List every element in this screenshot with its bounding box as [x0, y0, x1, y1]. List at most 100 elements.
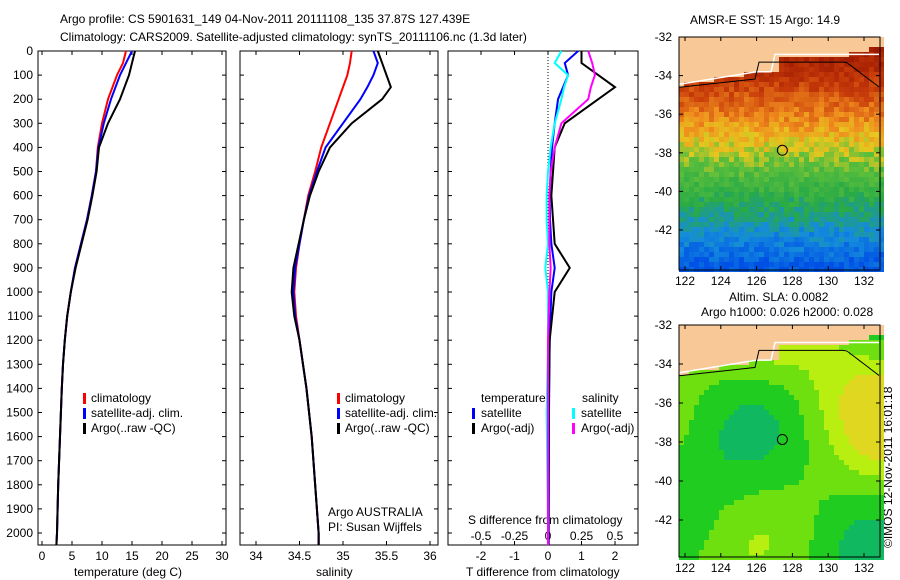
- map-cell: [829, 495, 834, 500]
- map-cell: [714, 360, 719, 365]
- map-cell: [684, 370, 689, 375]
- map-cell: [794, 515, 799, 520]
- map-cell: [864, 42, 869, 47]
- map-cell: [699, 395, 704, 400]
- map-cell: [879, 102, 884, 107]
- lat-tick-label: -32: [655, 30, 673, 44]
- map-cell: [879, 227, 884, 232]
- map-cell: [819, 72, 824, 77]
- map-cell: [869, 450, 874, 455]
- map-cell: [829, 355, 834, 360]
- map-cell: [729, 375, 734, 380]
- map-cell: [714, 87, 719, 92]
- map-cell: [729, 535, 734, 540]
- map-cell: [824, 360, 829, 365]
- map-cell: [774, 242, 779, 247]
- map-cell: [734, 227, 739, 232]
- map-cell: [699, 237, 704, 242]
- map-cell: [879, 217, 884, 222]
- map-cell: [874, 345, 879, 350]
- map-cell: [684, 385, 689, 390]
- map-cell: [709, 207, 714, 212]
- map-cell: [709, 187, 714, 192]
- map-cell: [839, 247, 844, 252]
- map-cell: [779, 505, 784, 510]
- map-cell: [744, 47, 749, 52]
- map-cell: [844, 122, 849, 127]
- map-cell: [744, 147, 749, 152]
- map-cell: [784, 360, 789, 365]
- map-cell: [684, 545, 689, 550]
- map-cell: [879, 177, 884, 182]
- map-cell: [769, 127, 774, 132]
- map-cell: [779, 455, 784, 460]
- map-cell: [859, 77, 864, 82]
- map-cell: [744, 232, 749, 237]
- map-cell: [844, 475, 849, 480]
- map-cell: [779, 127, 784, 132]
- map-cell: [704, 117, 709, 122]
- map-cell: [749, 350, 754, 355]
- map-cell: [874, 405, 879, 410]
- map-cell: [709, 147, 714, 152]
- map-cell: [709, 355, 714, 360]
- map-cell: [799, 262, 804, 267]
- map-cell: [724, 455, 729, 460]
- map-cell: [829, 122, 834, 127]
- map-cell: [734, 340, 739, 345]
- map-cell: [744, 132, 749, 137]
- map-cell: [679, 137, 684, 142]
- map-cell: [874, 475, 879, 480]
- map-cell: [854, 550, 859, 555]
- map-cell: [789, 530, 794, 535]
- map-cell: [704, 335, 709, 340]
- map-cell: [684, 515, 689, 520]
- map-cell: [874, 415, 879, 420]
- map-cell: [749, 515, 754, 520]
- map-cell: [754, 355, 759, 360]
- map-cell: [794, 212, 799, 217]
- map-cell: [774, 445, 779, 450]
- map-cell: [859, 122, 864, 127]
- map-cell: [864, 450, 869, 455]
- map-cell: [704, 440, 709, 445]
- map-cell: [714, 127, 719, 132]
- map-cell: [744, 222, 749, 227]
- map-cell: [814, 212, 819, 217]
- map-cell: [769, 97, 774, 102]
- map-cell: [779, 365, 784, 370]
- map-cell: [869, 475, 874, 480]
- map-cell: [739, 385, 744, 390]
- map-cell: [704, 450, 709, 455]
- map-cell: [734, 37, 739, 42]
- map-cell: [879, 360, 884, 365]
- map-cell: [809, 455, 814, 460]
- map-cell: [799, 132, 804, 137]
- map-cell: [849, 167, 854, 172]
- map-cell: [854, 172, 859, 177]
- map-cell: [859, 495, 864, 500]
- map-cell: [879, 82, 884, 87]
- map-cell: [684, 142, 689, 147]
- map-cell: [684, 415, 689, 420]
- map-cell: [834, 470, 839, 475]
- map-cell: [764, 92, 769, 97]
- map-cell: [839, 500, 844, 505]
- map-cell: [869, 460, 874, 465]
- map-cell: [749, 325, 754, 330]
- map-cell: [679, 97, 684, 102]
- map-cell: [724, 157, 729, 162]
- map-cell: [739, 227, 744, 232]
- map-cell: [734, 112, 739, 117]
- map-cell: [874, 350, 879, 355]
- map-cell: [829, 465, 834, 470]
- map-cell: [814, 217, 819, 222]
- map-cell: [729, 495, 734, 500]
- map-cell: [779, 545, 784, 550]
- map-cell: [744, 62, 749, 67]
- map-cell: [789, 515, 794, 520]
- map-cell: [714, 137, 719, 142]
- map-cell: [774, 480, 779, 485]
- map-cell: [794, 485, 799, 490]
- map-cell: [869, 222, 874, 227]
